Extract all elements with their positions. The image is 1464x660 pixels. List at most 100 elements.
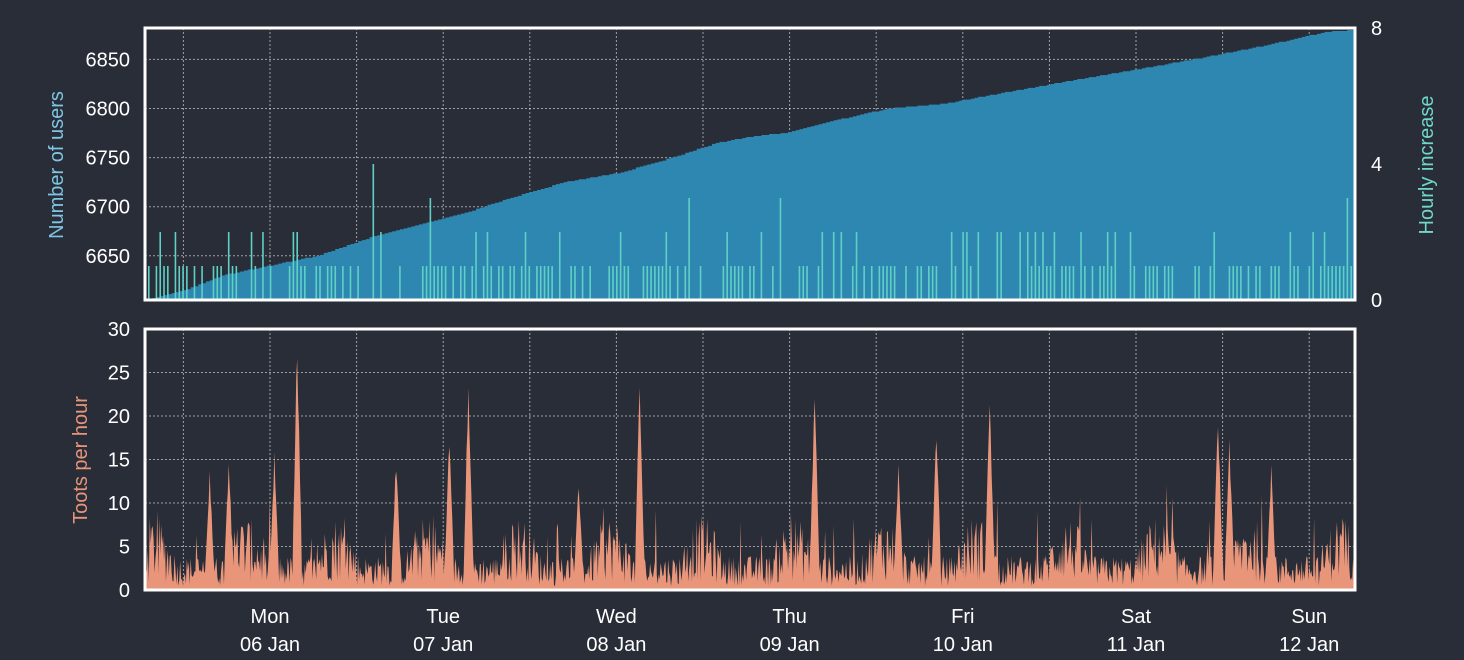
day-tick-label: Wed xyxy=(596,606,637,628)
hourly-bar xyxy=(1061,266,1063,300)
hourly-bar xyxy=(935,266,938,300)
hourly-bar xyxy=(1072,266,1075,300)
hourly-bar xyxy=(319,266,321,300)
hourly-bar xyxy=(642,266,645,300)
hourly-bar xyxy=(334,266,337,300)
hourly-bar xyxy=(463,266,466,300)
hourly-bar xyxy=(684,266,687,300)
hourly-bar xyxy=(1065,266,1067,300)
hourly-bar xyxy=(623,266,626,300)
users-tick-label: 6650 xyxy=(86,246,131,268)
hourly-bar xyxy=(581,266,584,300)
hourly-bar xyxy=(1240,266,1242,300)
hourly-bar xyxy=(220,266,222,300)
hourly-bar xyxy=(646,266,649,300)
hourly-bar xyxy=(1338,266,1341,300)
hourly-bar xyxy=(437,266,439,300)
hourly-bar xyxy=(931,266,934,300)
hourly-bar xyxy=(296,232,299,300)
hourly-bar xyxy=(1114,232,1117,300)
hourly-increase-bars xyxy=(148,164,1352,300)
hourly-bar xyxy=(425,266,428,300)
hourly-bar xyxy=(1270,266,1273,300)
hourly-bar xyxy=(688,198,690,300)
hourly-bar xyxy=(574,266,576,300)
hourly-bar xyxy=(155,266,158,300)
date-tick-label: 06 Jan xyxy=(240,634,300,656)
date-tick-label: 12 Jan xyxy=(1279,634,1339,656)
toots-y-ticks: 0 5 10 15 20 25 30 xyxy=(108,319,130,602)
hourly-bar xyxy=(1144,266,1147,300)
hourly-bar xyxy=(536,266,538,300)
hourly-bar xyxy=(1232,266,1235,300)
hourly-bar xyxy=(1331,266,1333,300)
hourly-bar xyxy=(1038,266,1040,300)
toots-tick-label: 20 xyxy=(108,406,130,428)
day-ticks: Mon 06 Jan Tue 07 Jan Wed 08 Jan Thu 09 Jan Fri 1… xyxy=(240,606,1339,656)
hourly-bar xyxy=(657,266,660,300)
toots-tick-label: 25 xyxy=(108,363,130,385)
hourly-bar xyxy=(1194,266,1196,300)
hourly-bar xyxy=(969,266,972,300)
hourly-bar xyxy=(1080,232,1082,300)
hourly-bar xyxy=(1327,266,1330,300)
hourly-bar xyxy=(840,232,843,300)
hourly-bar xyxy=(699,266,702,300)
hourly-bar xyxy=(1049,266,1052,300)
hourly-bar xyxy=(342,266,344,300)
hourly-bar xyxy=(1019,232,1021,300)
users-cumulative-area xyxy=(145,29,1355,301)
hourly-bar xyxy=(1000,232,1002,300)
users-axis-title: Number of users xyxy=(46,91,68,239)
hourly-bar xyxy=(539,266,542,300)
toots-area xyxy=(145,358,1355,590)
hourly-bar xyxy=(1297,266,1299,300)
hourly-bar xyxy=(186,266,188,300)
hourly-bar xyxy=(886,266,888,300)
hourly-bar xyxy=(399,266,401,300)
users-tick-label: 6800 xyxy=(86,99,131,121)
hourly-bar xyxy=(315,266,318,300)
hourly-tick-label: 0 xyxy=(1371,290,1382,312)
hourly-bar xyxy=(954,266,957,300)
hourly-bar xyxy=(1209,266,1212,300)
hourly-bar xyxy=(520,266,523,300)
hourly-bar xyxy=(250,232,253,300)
hourly-bar xyxy=(174,232,177,300)
hourly-bar xyxy=(996,232,999,300)
hourly-bar xyxy=(471,266,474,300)
hourly-bar xyxy=(1030,266,1033,300)
hourly-bar xyxy=(870,266,873,300)
hourly-bar xyxy=(509,266,512,300)
hourly-bar xyxy=(1213,232,1216,300)
hourly-bar xyxy=(1045,266,1048,300)
hourly-bar xyxy=(372,164,375,300)
hourly-bar xyxy=(357,266,359,300)
hourly-bar xyxy=(1259,266,1261,300)
hourly-bar xyxy=(851,266,854,300)
hourly-bar xyxy=(570,266,572,300)
hourly-bar xyxy=(676,266,679,300)
hourly-bar xyxy=(212,266,215,300)
hourly-bar xyxy=(254,266,257,300)
hourly-bar xyxy=(1110,266,1113,300)
hourly-bar xyxy=(977,232,980,300)
toots-bars xyxy=(145,358,1355,590)
hourly-bar xyxy=(928,266,930,300)
hourly-bar xyxy=(882,266,884,300)
hourly-bar xyxy=(235,266,238,300)
hourly-bar xyxy=(806,266,808,300)
hourly-bar xyxy=(490,266,493,300)
hourly-bar xyxy=(551,266,553,300)
hourly-bar xyxy=(513,266,515,300)
hourly-bar xyxy=(1342,266,1345,300)
hourly-bar xyxy=(1255,266,1257,300)
hourly-bar xyxy=(749,266,751,300)
hourly-bar xyxy=(1335,266,1337,300)
toots-tick-label: 15 xyxy=(108,450,130,472)
hourly-bar xyxy=(558,232,561,300)
hourly-bar xyxy=(148,266,150,300)
hourly-bar xyxy=(832,232,835,300)
hourly-bar xyxy=(288,266,291,300)
